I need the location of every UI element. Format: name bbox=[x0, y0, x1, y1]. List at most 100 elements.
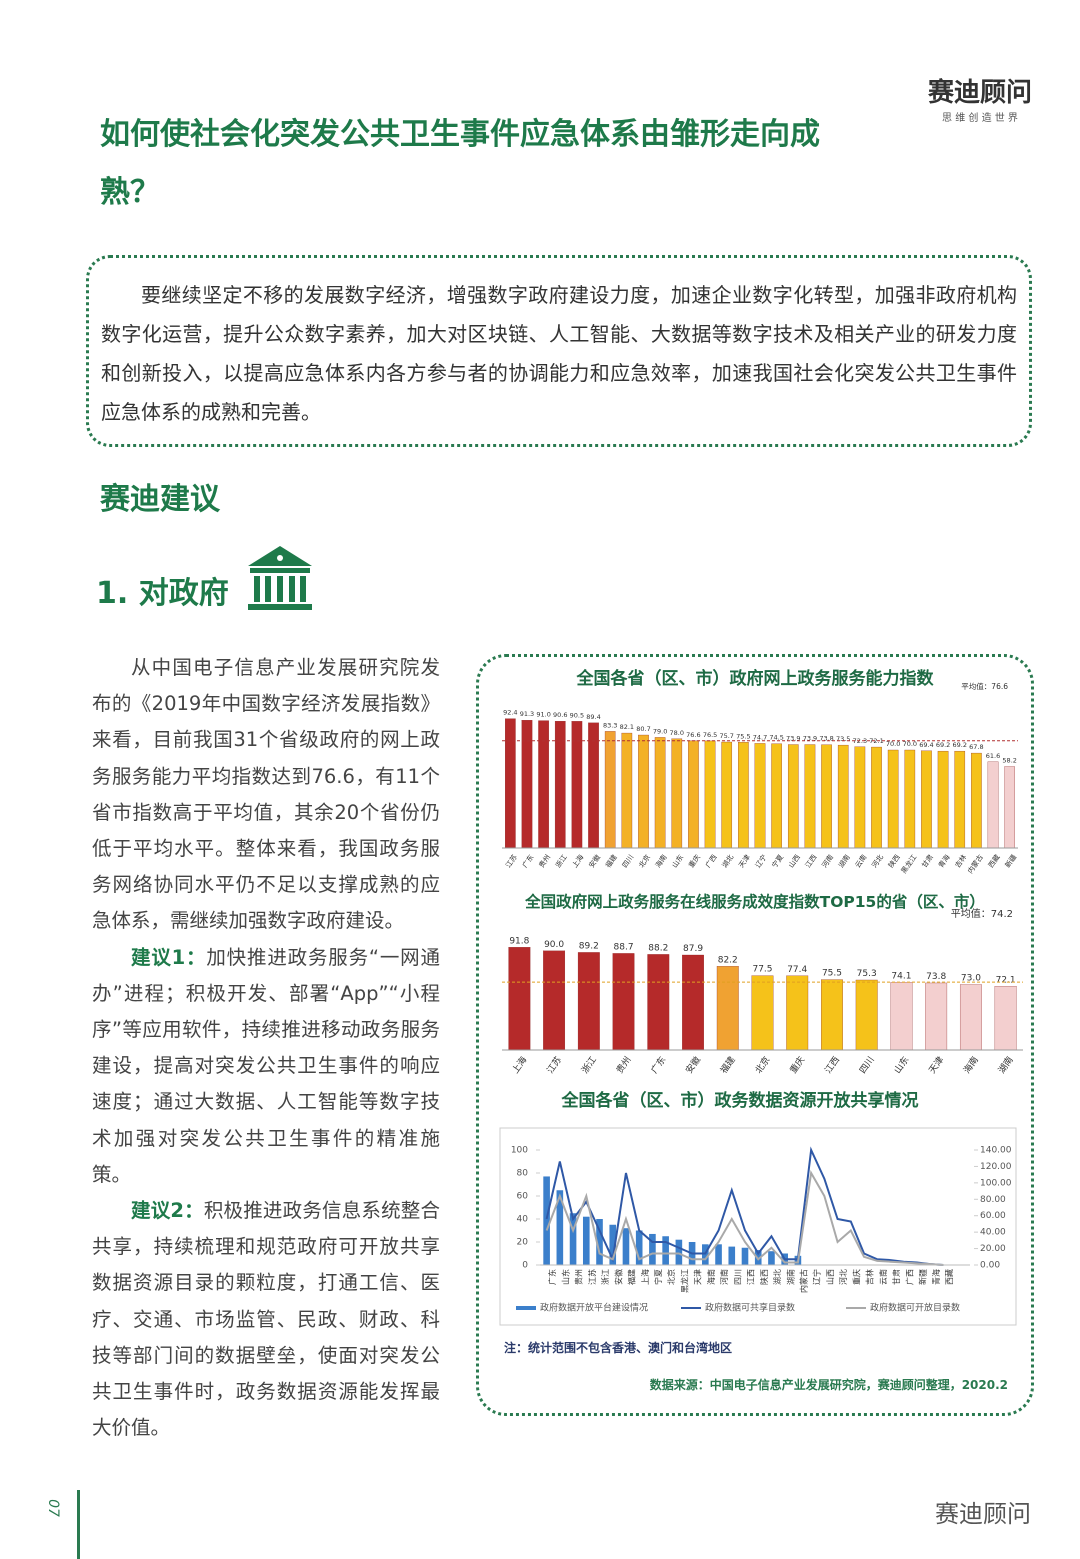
category-label: 浙江 bbox=[579, 1054, 599, 1076]
bar bbox=[521, 720, 533, 849]
label: 建议1： bbox=[131, 945, 207, 969]
value-label: 87.9 bbox=[683, 944, 703, 954]
figure-box bbox=[476, 654, 1034, 1416]
footer-rule bbox=[77, 1490, 80, 1559]
bar bbox=[505, 718, 516, 849]
category-label: 云南 bbox=[853, 853, 868, 870]
category-label: 山西 bbox=[825, 1269, 835, 1285]
value-label: 67.8 bbox=[969, 743, 983, 751]
bar bbox=[569, 1213, 577, 1265]
label: 建议2： bbox=[131, 1199, 204, 1223]
bar bbox=[596, 1219, 603, 1265]
intro-box: 要继续坚定不移的发展数字经济，增强数字政府建设力度，加速企业数字化转型，加强非政… bbox=[86, 255, 1032, 447]
chart-title: 全国政府网上政务服务在线服务成效度指数TOP15的省（区、市） bbox=[524, 892, 985, 911]
y-tick-label: 0 bbox=[522, 1261, 528, 1271]
category-label: 湖南 bbox=[996, 1054, 1016, 1076]
bar bbox=[925, 982, 948, 1051]
category-label: 湖南 bbox=[785, 1269, 795, 1285]
bar bbox=[771, 743, 782, 849]
value-label: 73.8 bbox=[926, 972, 946, 982]
bar bbox=[554, 721, 566, 849]
category-label: 广西 bbox=[703, 853, 718, 870]
line-series bbox=[545, 1170, 944, 1266]
category-label: 浙江 bbox=[600, 1269, 610, 1285]
value-label: 73.5 bbox=[836, 735, 850, 743]
legend-label: 政府数据可开放目录数 bbox=[870, 1302, 960, 1314]
category-label: 江西 bbox=[747, 1269, 756, 1285]
value-label: 90.5 bbox=[570, 711, 584, 719]
y2-tick-label: 80.00 bbox=[980, 1195, 1006, 1205]
charts: 全国各省（区、市）政府网上政务服务能力指数 92.4 江苏 91.3 广东 91.0 贵州 9… bbox=[499, 668, 1023, 1326]
legend-label: 政府数据可共享目录数 bbox=[705, 1302, 795, 1314]
bar bbox=[638, 734, 649, 849]
category-label: 贵州 bbox=[537, 853, 552, 870]
bar bbox=[921, 750, 932, 849]
bar bbox=[538, 720, 549, 849]
value-label: 73.9 bbox=[803, 735, 817, 743]
bar bbox=[768, 1251, 775, 1265]
category-label: 青海 bbox=[931, 1269, 941, 1285]
bar bbox=[821, 979, 843, 1051]
value-label: 88.7 bbox=[614, 942, 634, 952]
value-label: 75.5 bbox=[822, 969, 842, 979]
category-label: 安徽 bbox=[683, 1054, 703, 1076]
category-label: 海南 bbox=[706, 1269, 716, 1285]
value-label: 80.7 bbox=[636, 725, 650, 733]
bar bbox=[715, 1244, 722, 1265]
bar bbox=[716, 966, 739, 1051]
category-label: 山东 bbox=[670, 853, 685, 870]
category-label: 内蒙古 bbox=[966, 853, 985, 875]
category-label: 福建 bbox=[603, 853, 618, 870]
category-label: 云南 bbox=[878, 1269, 888, 1285]
category-label: 北京 bbox=[666, 1269, 676, 1285]
category-label: 重庆 bbox=[787, 1054, 807, 1076]
category-label: 河南 bbox=[820, 853, 835, 870]
bar bbox=[754, 1250, 762, 1265]
y-tick-label: 20 bbox=[517, 1238, 529, 1248]
category-label: 宁夏 bbox=[653, 1269, 663, 1285]
category-label: 海南 bbox=[961, 1054, 981, 1076]
category-label: 江苏 bbox=[587, 1269, 597, 1285]
value-label: 61.6 bbox=[986, 752, 1000, 760]
bar bbox=[787, 744, 799, 849]
category-label: 浙江 bbox=[553, 853, 568, 870]
value-label: 91.3 bbox=[520, 710, 534, 718]
bar bbox=[682, 954, 704, 1051]
category-label: 贵州 bbox=[613, 1054, 633, 1076]
logo: 赛迪顾问 思 维 创 造 世 界 bbox=[928, 72, 1032, 124]
category-label: 江苏 bbox=[503, 853, 518, 870]
category-label: 重庆 bbox=[687, 853, 702, 870]
category-label: 西藏 bbox=[986, 853, 1001, 870]
category-label: 甘肃 bbox=[920, 853, 935, 870]
bar bbox=[821, 744, 832, 849]
section-heading: 赛迪建议 bbox=[100, 482, 220, 517]
category-label: 上海 bbox=[640, 1269, 650, 1285]
value-label: 69.4 bbox=[919, 741, 933, 749]
bar bbox=[556, 1190, 564, 1265]
category-label: 江西 bbox=[823, 1055, 842, 1076]
average-label: 平均值：76.6 bbox=[961, 681, 1008, 691]
bar bbox=[702, 1244, 709, 1265]
bar bbox=[543, 1176, 550, 1265]
category-label: 山东 bbox=[891, 1054, 911, 1076]
value-label: 70.0 bbox=[886, 740, 900, 748]
category-label: 河南 bbox=[719, 1269, 729, 1285]
bar bbox=[577, 952, 600, 1051]
bar bbox=[804, 744, 816, 849]
category-label: 黑龙江 bbox=[679, 1269, 689, 1293]
title: 如何使社会化突发公共卫生事件应急体系由雏形走向成熟？ bbox=[100, 117, 820, 210]
bar bbox=[604, 731, 616, 849]
paragraph: 建议1：加快推进政务服务“一网通办”进程；积极开发、部署“App”“小程序”等应… bbox=[92, 940, 440, 1193]
category-label: 安徽 bbox=[587, 853, 602, 870]
category-label: 甘肃 bbox=[891, 1269, 901, 1285]
bar bbox=[649, 1233, 656, 1265]
category-label: 江苏 bbox=[544, 1054, 564, 1076]
bar bbox=[971, 752, 982, 849]
value-label: 79.0 bbox=[653, 727, 667, 735]
bar bbox=[904, 749, 916, 849]
category-label: 福建 bbox=[718, 1054, 738, 1076]
value-label: 72.1 bbox=[996, 975, 1016, 985]
bar bbox=[612, 953, 635, 1051]
value-label: 89.4 bbox=[586, 713, 600, 721]
bar bbox=[741, 1247, 749, 1265]
